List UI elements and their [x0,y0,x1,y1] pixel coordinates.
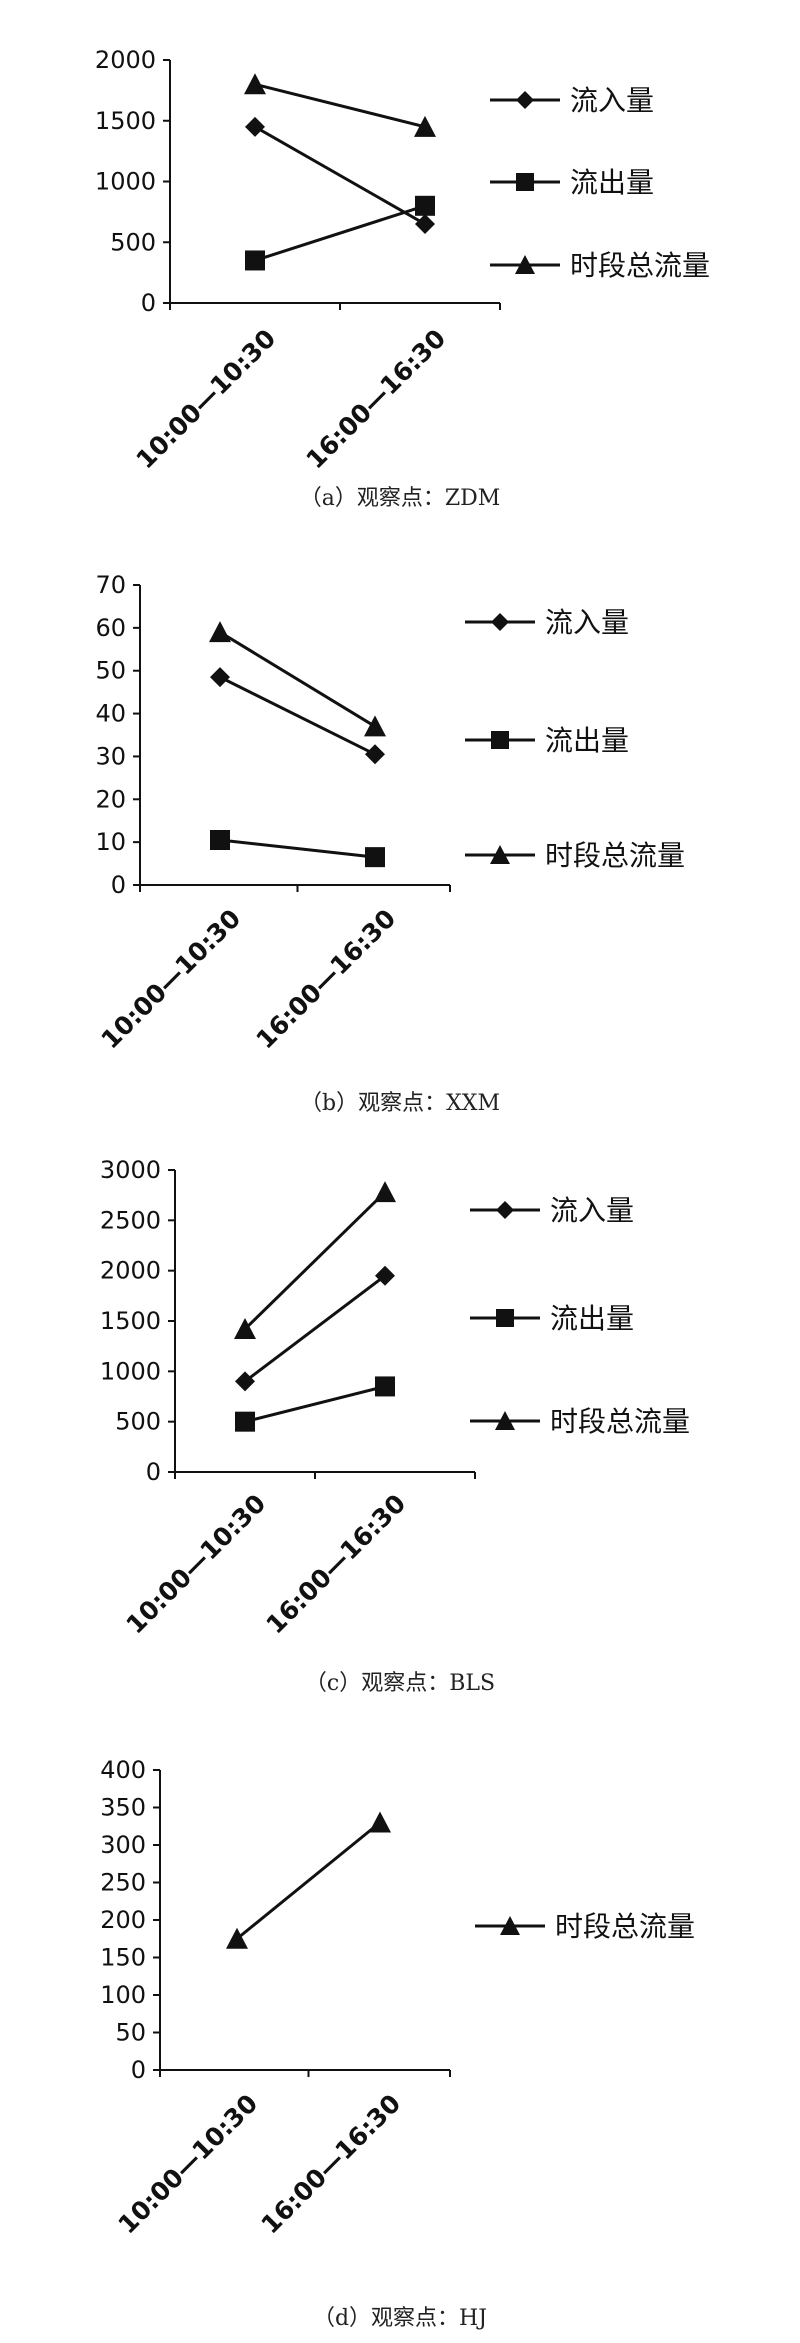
legend-label: 流出量 [550,1302,634,1335]
y-tick-label: 60 [95,614,126,642]
legend-label: 时段总流量 [550,1405,690,1438]
data-point-diamond [210,667,230,688]
x-tick-label: 10:00—10:30 [131,324,282,475]
y-tick-label: 1500 [100,1307,161,1335]
legend-marker-triangle [515,255,535,274]
y-tick-label: 40 [95,700,126,728]
data-point-triangle [244,73,266,95]
legend-label: 流出量 [570,166,654,199]
data-point-triangle [209,621,231,643]
data-point-diamond [415,214,435,235]
y-tick-label: 0 [141,289,156,317]
y-tick-label: 400 [100,1756,146,1784]
data-point-triangle [369,1811,391,1833]
data-point-diamond [375,1265,395,1286]
legend-label: 流入量 [545,606,629,639]
y-tick-label: 1000 [100,1357,161,1385]
series-line-diamond [254,125,426,226]
y-tick-label: 150 [100,1944,146,1972]
data-point-triangle [374,1181,396,1203]
y-tick-label: 20 [95,785,126,813]
legend-marker-diamond [496,1201,514,1219]
legend-label: 时段总流量 [570,249,710,282]
legend-marker-square [516,173,534,191]
y-tick-label: 2000 [100,1257,161,1285]
chart-c: 0 500 1000 1500 2000 2500 3000 10:00—10:3016:00… [100,1156,690,1639]
x-tick-label: 16:00—16:30 [301,324,452,475]
legend-marker-triangle [495,1411,515,1430]
data-point-triangle [364,715,386,737]
data-point-square [245,250,265,271]
legend-marker-square [496,1309,514,1327]
series-line-triangle [254,82,426,129]
chart-b: 0 10 20 30 40 50 60 70 10:00—10:30 16:00—16:30 流入量… [95,571,685,1054]
y-tick-label: 500 [110,228,156,256]
legend-label: 流出量 [545,724,629,757]
y-tick-label: 1000 [95,168,156,196]
x-tick-label: 10:00—10:30 [96,904,247,1055]
data-point-square [375,1376,395,1397]
data-point-triangle [414,115,436,137]
y-tick-label: 30 [95,742,126,770]
y-tick-label: 100 [100,1981,146,2009]
data-point-triangle [234,1318,256,1340]
x-tick-label: 16:00—16:30 [261,1489,412,1640]
y-tick-label: 300 [100,1831,146,1859]
series-line-diamond [244,1274,386,1383]
y-tick-label: 2000 [95,46,156,74]
legend-label: 流入量 [570,84,654,117]
data-point-diamond [245,116,265,137]
data-point-square [365,847,385,868]
caption-b: （b）观察点：XXM [300,1091,500,1116]
x-tick-label: 16:00—16:30 [256,2089,407,2240]
data-point-triangle [226,1927,248,1949]
y-tick-label: 2500 [100,1206,161,1234]
y-tick-label: 0 [146,1458,161,1486]
data-point-diamond [365,744,385,765]
x-tick-label: 10:00—10:30 [121,1489,272,1640]
data-point-square [210,830,230,850]
series-line-square [254,204,426,262]
caption-c: （c）观察点：BLS [304,1671,496,1696]
y-tick-label: 50 [115,2019,146,2047]
legend-marker-diamond [516,91,534,109]
series-line-triangle [236,1821,381,1940]
legend-marker-triangle [500,1916,520,1935]
y-tick-label: 0 [111,871,126,899]
legend-label: 流入量 [550,1194,634,1227]
series-line-triangle [243,1191,387,1331]
caption-d: （d）观察点：HJ [312,2306,488,2331]
x-tick-label: 16:00—16:30 [251,904,402,1055]
y-tick-label: 250 [100,1869,146,1897]
legend-label: 时段总流量 [545,839,685,872]
chart-a: 0 500 1000 1500 2000 10:00—10:30 16:00—16:30 流入… [95,46,710,474]
y-tick-label: 3000 [100,1156,161,1184]
y-tick-label: 0 [131,2056,146,2084]
legend-label: 时段总流量 [555,1910,695,1943]
x-tick-label: 10:00—10:30 [113,2089,264,2240]
y-tick-label: 350 [100,1794,146,1822]
legend-marker-diamond [491,613,509,631]
y-tick-label: 10 [95,828,126,856]
series-line-square [244,1384,386,1424]
legend-marker-triangle [490,845,510,864]
chart-d: 0 50 100 150 200 250 300 350 400 10:00—10:3016:00… [100,1756,695,2239]
series-line-triangle [219,630,376,728]
data-point-square [415,195,435,216]
y-tick-label: 70 [95,571,126,599]
y-tick-label: 50 [95,657,126,685]
y-tick-label: 500 [115,1408,161,1436]
caption-a: （a）观察点：ZDM [299,486,501,511]
legend-marker-square [491,731,509,749]
data-point-square [235,1411,255,1432]
y-tick-label: 200 [100,1906,146,1934]
data-point-diamond [235,1371,255,1392]
series-line-square [219,838,376,859]
y-tick-label: 1500 [95,107,156,135]
series-line-diamond [219,675,376,756]
